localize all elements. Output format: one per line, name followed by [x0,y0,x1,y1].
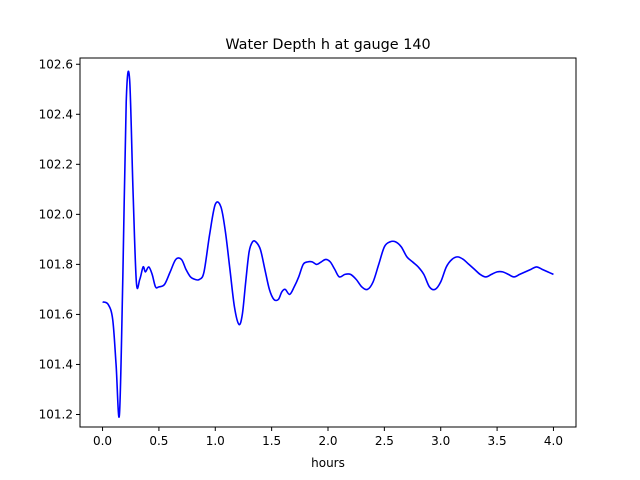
x-axis-label: hours [311,456,345,470]
x-tick-label: 2.5 [375,434,394,448]
x-tick-label: 0.0 [93,434,112,448]
y-tick-label: 102.0 [39,207,73,221]
y-axis: 101.2 101.4 101.6 101.8 102.0 102.2 102.4 102.6 [39,57,80,421]
y-tick-label: 101.6 [39,307,73,321]
chart-title: Water Depth h at gauge 140 [225,37,430,53]
x-axis: 0.0 0.5 1.0 1.5 2.0 2.5 3.0 3.5 4.0 [93,427,563,448]
y-tick-label: 101.8 [39,257,73,271]
x-tick-label: 2.0 [318,434,337,448]
y-tick-label: 102.4 [39,107,73,121]
x-tick-label: 1.5 [262,434,281,448]
x-tick-label: 1.0 [206,434,225,448]
x-tick-label: 3.5 [488,434,507,448]
y-tick-label: 101.4 [39,357,73,371]
y-tick-label: 102.6 [39,57,73,71]
series-layer [102,70,554,418]
x-tick-label: 0.5 [149,434,168,448]
x-tick-label: 3.0 [431,434,450,448]
x-tick-label: 4.0 [544,434,563,448]
y-tick-label: 102.2 [39,157,73,171]
y-tick-label: 101.2 [39,407,73,421]
series-line-0 [102,70,554,418]
